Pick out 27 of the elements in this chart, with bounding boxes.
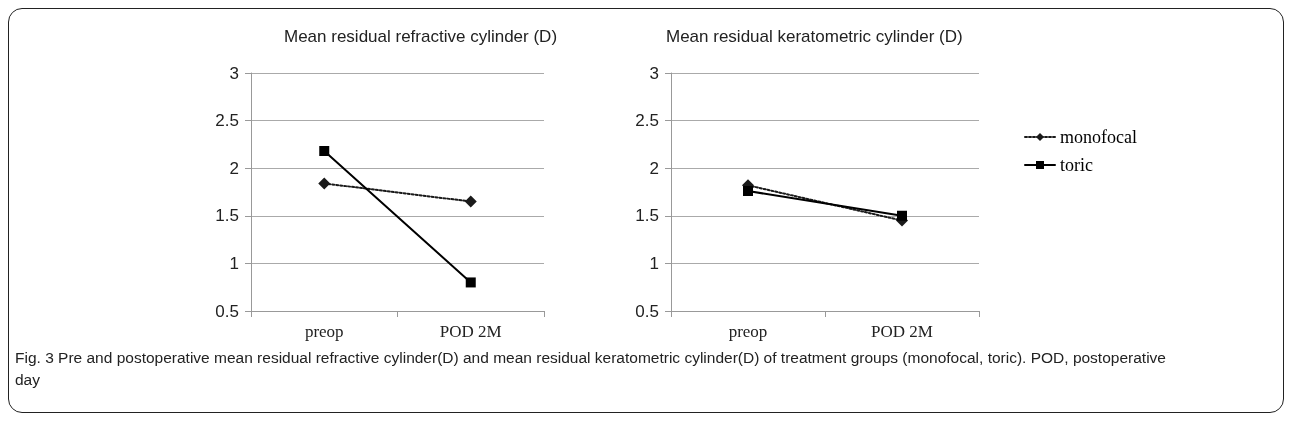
point (465, 277, 476, 288)
y-tick-label: 2 (229, 158, 239, 178)
x-tick-label: POD 2M (439, 322, 502, 341)
point (318, 177, 331, 190)
y-tick-label: 0.5 (215, 301, 239, 321)
y-tick-label: 2 (649, 158, 659, 178)
x-tick-label: preop (728, 322, 768, 341)
x-tick-label: preop (304, 322, 344, 341)
point (464, 195, 477, 208)
chart-title: Mean residual keratometric cylinder (D) (666, 27, 963, 46)
y-tick-label: 1 (229, 253, 239, 273)
legend-label: toric (1060, 155, 1093, 175)
y-tick-label: 1.5 (635, 206, 659, 226)
y-tick-label: 2.5 (635, 111, 659, 131)
legend-label: monofocal (1060, 127, 1137, 147)
y-tick-label: 1.5 (215, 206, 239, 226)
y-tick-label: 3 (229, 63, 239, 83)
y-tick-label: 2.5 (215, 111, 239, 131)
y-tick-label: 0.5 (635, 301, 659, 321)
y-tick-label: 3 (649, 63, 659, 83)
point (319, 146, 330, 157)
chart-title: Mean residual refractive cylinder (D) (284, 27, 558, 46)
caption: Fig. 3 Pre and postoperative mean residual refractive cylinder(D) and mean residual keratometric cylinder(D) of treatment groups (monofocal, toric). POD, postoperative day (15, 348, 1167, 390)
y-tick-label: 1 (649, 253, 659, 273)
point (743, 186, 753, 197)
point (897, 210, 907, 221)
x-tick-label: POD 2M (871, 322, 933, 341)
